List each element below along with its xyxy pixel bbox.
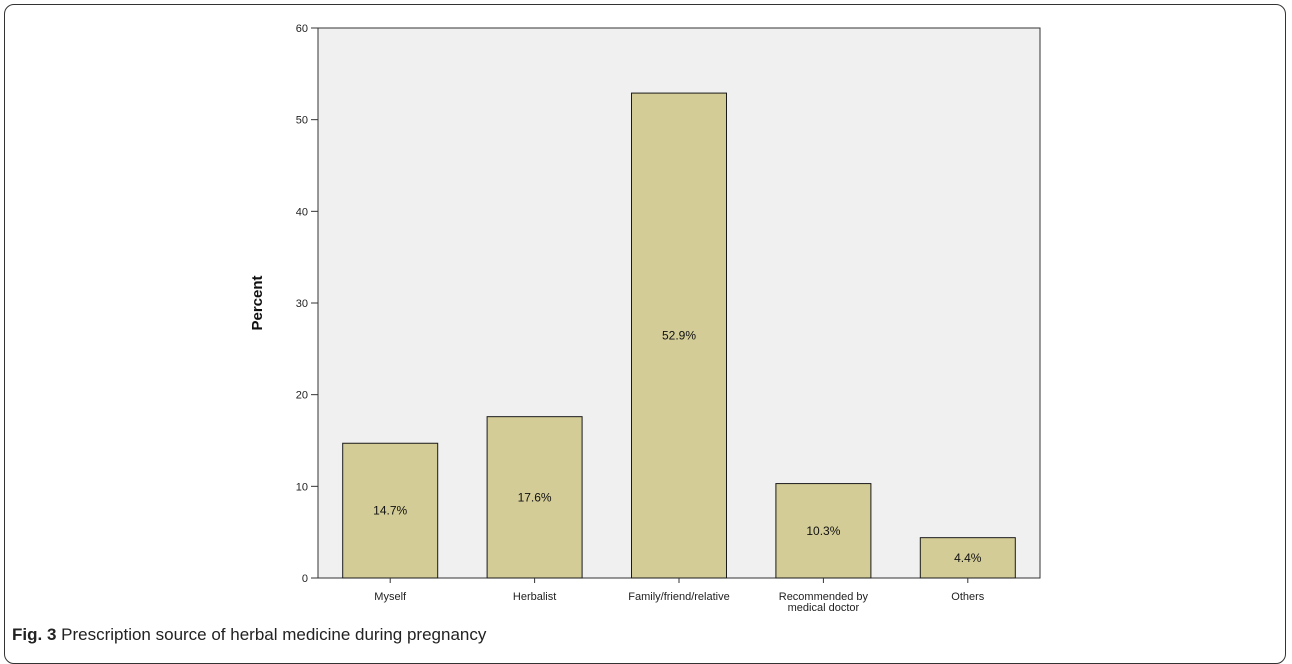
bar [775, 483, 872, 579]
bar-data-label: 52.9% [662, 329, 696, 343]
bar [919, 537, 1016, 579]
y-tick-label: 30 [296, 298, 308, 310]
bar-data-label: 14.7% [373, 504, 407, 518]
x-tick-label: Myself [374, 591, 407, 603]
y-tick-label: 40 [296, 206, 308, 218]
bar-data-label: 17.6% [518, 490, 552, 504]
figure-label: Fig. 3 [12, 625, 57, 644]
y-tick-label: 50 [296, 115, 308, 127]
y-tick-label: 20 [296, 390, 308, 402]
bar [631, 92, 727, 579]
y-tick-label: 10 [296, 481, 308, 493]
figure-caption: Fig. 3 Prescription source of herbal med… [12, 625, 486, 645]
y-tick-label: 60 [296, 23, 308, 35]
y-axis-label: Percent [249, 275, 266, 330]
bar [342, 442, 439, 579]
caption-text: Prescription source of herbal medicine d… [56, 625, 487, 644]
bar-data-label: 4.4% [954, 551, 982, 565]
bar-data-label: 10.3% [806, 524, 840, 538]
x-tick-label: Recommended by [779, 591, 869, 603]
x-tick-label: Family/friend/relative [628, 591, 729, 603]
x-tick-label: medical doctor [788, 602, 860, 614]
x-tick-label: Herbalist [513, 591, 556, 603]
x-tick-label: Others [951, 591, 985, 603]
y-tick-label: 0 [302, 573, 308, 585]
bar [486, 416, 583, 579]
bar-chart: 0 10 20 30 40 50 60 Percent 14.7% Myself 17.6% Herb… [249, 23, 1041, 614]
